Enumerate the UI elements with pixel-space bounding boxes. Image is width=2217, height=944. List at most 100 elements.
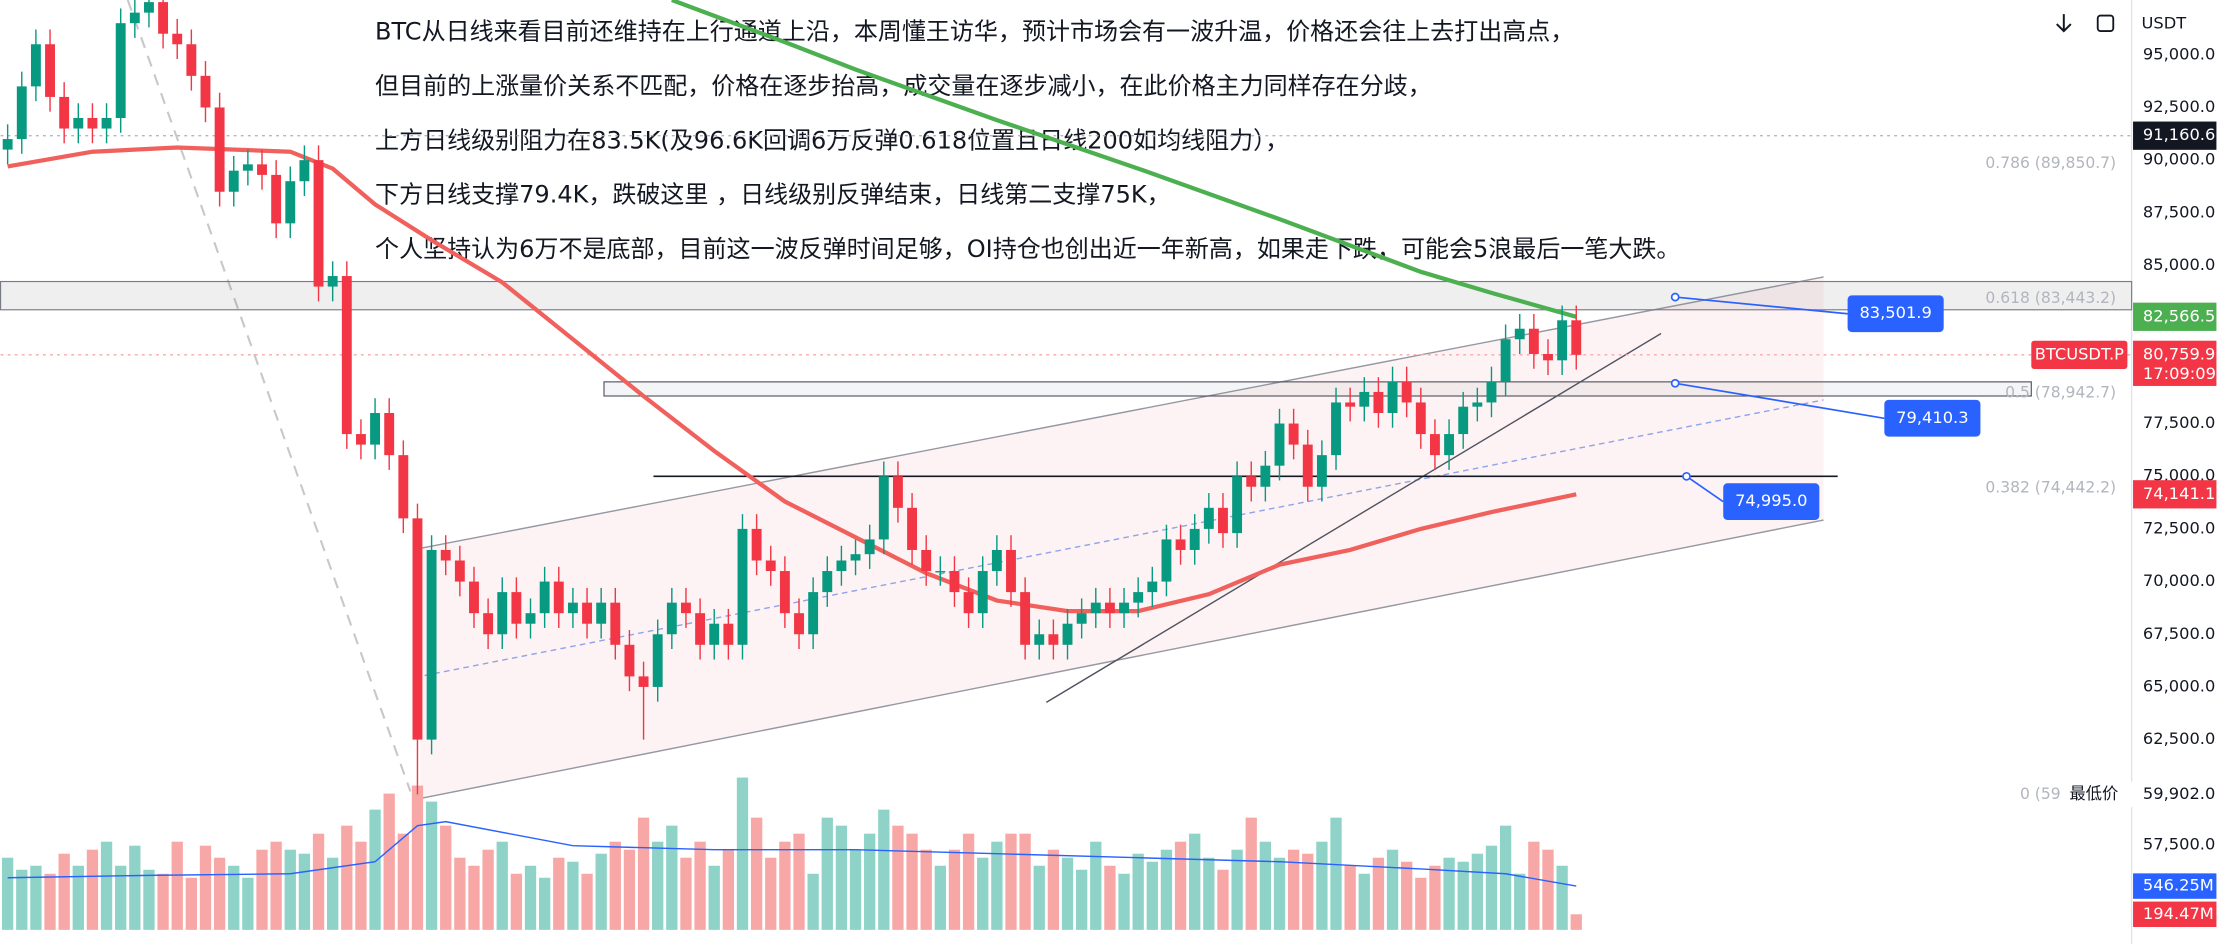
volume-bar (977, 857, 989, 930)
candle-body (45, 44, 55, 97)
candle-body (1034, 634, 1045, 645)
volume-bar (1344, 865, 1356, 930)
candle-body (1401, 381, 1412, 403)
volume-bar (1259, 841, 1272, 930)
candle-body (370, 413, 381, 445)
volume-bar (807, 873, 819, 930)
candle-body (582, 602, 592, 624)
candle-body (214, 107, 225, 192)
volume-bar (1, 857, 14, 930)
callout-dot (1670, 292, 1680, 302)
volume-bar (1047, 849, 1060, 930)
callout-pointer (1686, 475, 1724, 503)
callout-dot (1670, 378, 1680, 388)
candle-body (1048, 634, 1059, 645)
candle-body (1571, 320, 1582, 355)
volume-bar (652, 841, 664, 930)
candle-body (723, 623, 734, 645)
candle-body (567, 602, 578, 614)
volume-bar (1273, 857, 1286, 930)
y-tick-label: 70,000.0 (2143, 571, 2215, 590)
candle-body (1331, 402, 1341, 456)
candle-body (624, 644, 635, 677)
volume-bar (1556, 865, 1568, 930)
candle-body (341, 276, 352, 435)
note-line: 下方日线支撑79.4K，跌破这里 ，日线级别反弹结束，日线第二支撑75K， (375, 181, 1171, 209)
candle-body (751, 528, 762, 561)
volume-bar (312, 833, 325, 930)
candle-body (1104, 602, 1115, 614)
channel-upper (420, 276, 1824, 550)
y-tick-label: 77,500.0 (2143, 413, 2215, 432)
tag-note: 最低价 (2069, 784, 2118, 803)
volume-bar (680, 857, 692, 930)
volume-bar (1203, 857, 1215, 930)
volume-bar (1514, 873, 1526, 930)
volume-bar (948, 849, 961, 930)
candle-body (1246, 476, 1257, 487)
volume-bar (835, 825, 848, 930)
volume-bar (1033, 865, 1045, 930)
volume-bar (1386, 849, 1399, 930)
candle-body (257, 164, 267, 175)
volume-bar (468, 865, 480, 930)
candle-body (1528, 328, 1539, 354)
price-tag (2133, 480, 2217, 509)
countdown: 17:09:09 (2143, 364, 2216, 383)
candle-body (864, 539, 875, 555)
volume-bar (72, 865, 84, 930)
candle-body (426, 549, 437, 740)
volume-bar (1485, 845, 1498, 930)
candle-body (1387, 381, 1398, 413)
volume-bar (185, 877, 198, 930)
toolbar-icons[interactable] (2056, 14, 2115, 33)
volume-bar (609, 841, 621, 930)
icon-window[interactable] (2096, 14, 2115, 33)
candle-body (779, 571, 790, 614)
candle-body (1543, 354, 1553, 361)
volume-bar (425, 801, 438, 930)
resistance-zone (0, 280, 2133, 311)
y-tick-label: 95,000.0 (2143, 44, 2215, 63)
candle-body (822, 571, 833, 593)
volume-tag-label: 194.47M (2143, 904, 2214, 923)
candle-body (681, 602, 691, 614)
volume-bar (1061, 857, 1074, 930)
candle-body (850, 554, 861, 561)
callout-label: 83,501.9 (1859, 303, 1931, 322)
volume-bar (298, 853, 311, 930)
volume-bar (581, 873, 593, 930)
candle-body (355, 434, 366, 445)
candle-body (398, 455, 409, 519)
y-tick-label: 85,000.0 (2143, 255, 2215, 274)
volume-bar (129, 845, 141, 930)
candle-body (638, 676, 649, 687)
volume-bar (1415, 877, 1427, 930)
volume-bar (708, 865, 720, 930)
callout-label: 79,410.3 (1896, 408, 1968, 427)
candle-body (271, 174, 282, 224)
candle-body (935, 571, 946, 573)
volume-bar (1019, 833, 1031, 930)
candle-body (16, 86, 27, 140)
price-tag-label: 59,902.0 (2143, 784, 2215, 803)
candle-body (469, 581, 479, 614)
volume-bar (892, 825, 904, 930)
volume-bar (496, 841, 508, 930)
candle-body (384, 413, 395, 456)
candle-body (1119, 602, 1129, 614)
volume-bar (1174, 841, 1187, 930)
candle-body (1345, 402, 1356, 407)
volume-bar (482, 849, 494, 930)
volume-bar (454, 857, 466, 930)
wave-line (126, 0, 412, 792)
candle-body (1472, 402, 1483, 407)
icon-down[interactable] (2056, 14, 2072, 33)
volume-bar (1005, 833, 1017, 930)
volume-bar (157, 873, 169, 930)
candle-body (695, 613, 706, 645)
volume-bar (242, 877, 254, 930)
volume-bar (1429, 865, 1441, 930)
volume-bar (637, 817, 650, 930)
